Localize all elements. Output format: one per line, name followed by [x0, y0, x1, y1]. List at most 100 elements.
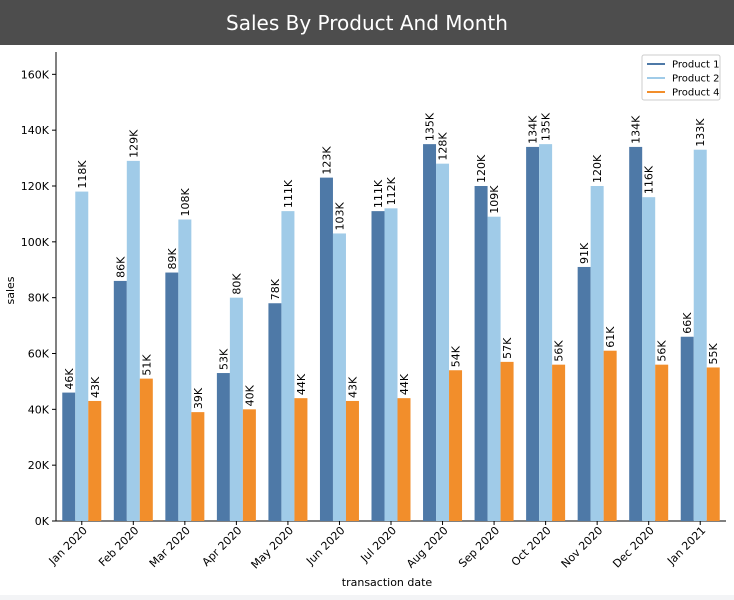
bar-data-label: 118K [76, 160, 89, 189]
bar [603, 350, 617, 521]
legend-box [641, 54, 721, 101]
bar-data-label: 91K [578, 242, 591, 264]
bar-data-label: 43K [89, 376, 102, 398]
bar [500, 361, 514, 521]
bar-data-label: 135K [540, 112, 553, 141]
bar-data-label: 123K [320, 146, 333, 175]
y-tick-label: 160K [21, 68, 50, 81]
x-tick-label: Jul 2020 [358, 524, 400, 566]
y-tick-label: 140K [21, 124, 50, 137]
bar [552, 364, 566, 521]
bar-data-label: 135K [424, 112, 437, 141]
bar-data-label: 134K [527, 115, 540, 144]
bar [526, 146, 540, 521]
y-tick-label: 60K [28, 348, 50, 361]
y-tick-label: 40K [28, 403, 50, 416]
bar [577, 266, 591, 521]
plot-area: 0K 20K 40K 60K 80K 100K 120K 140K 160K 46K 118K 43K… [0, 45, 734, 595]
x-tick-label: Aug 2020 [404, 524, 451, 571]
bar [242, 409, 256, 521]
legend-label: Product 2 [672, 74, 720, 85]
y-tick-label: 0K [35, 515, 50, 528]
y-tick-label: 80K [28, 292, 50, 305]
bar-data-label: 55K [707, 342, 720, 364]
bar-data-label: 44K [295, 373, 308, 395]
bar [62, 392, 76, 521]
bar-data-label: 66K [681, 312, 694, 334]
bar [629, 146, 643, 521]
x-tick-label: Jan 2020 [46, 524, 90, 568]
bar [319, 177, 333, 521]
x-tick-label: Jun 2020 [303, 524, 347, 568]
bar [294, 398, 308, 521]
bar-data-label: 61K [604, 326, 617, 348]
bar [332, 233, 346, 522]
bar-data-label: 78K [269, 278, 282, 300]
bar [191, 412, 205, 521]
bar [474, 186, 488, 521]
bar [88, 400, 102, 521]
y-tick-label: 100K [21, 236, 50, 249]
bar [126, 160, 140, 521]
bar [706, 367, 720, 521]
bar [75, 191, 89, 522]
bar-data-label: 80K [230, 273, 243, 295]
bar-data-label: 134K [630, 115, 643, 144]
x-tick-label: Nov 2020 [559, 524, 606, 571]
bar [345, 400, 359, 521]
legend-label: Product 1 [672, 60, 720, 71]
bar [693, 149, 707, 521]
bar-chart: 0K 20K 40K 60K 80K 100K 120K 140K 160K 46K 118K 43K… [4, 52, 726, 589]
bar [229, 297, 243, 521]
x-tick-label: Feb 2020 [96, 524, 141, 569]
bar [436, 163, 450, 521]
x-tick-label: Oct 2020 [509, 524, 554, 569]
x-tick-label: Jan 2021 [664, 524, 708, 568]
x-tick-label: Dec 2020 [610, 524, 657, 571]
bar [165, 272, 179, 521]
bar [178, 219, 192, 521]
bar-data-label: 54K [450, 345, 463, 367]
x-tick-label: Mar 2020 [147, 524, 193, 570]
bar [371, 211, 385, 521]
bar [423, 144, 437, 521]
bar-data-label: 111K [372, 179, 385, 208]
bar [449, 370, 463, 521]
bar-data-label: 46K [63, 368, 76, 390]
x-tick-label: Sep 2020 [456, 524, 502, 570]
y-tick-label: 120K [21, 180, 50, 193]
bar [642, 197, 656, 521]
bar-data-label: 133K [694, 118, 707, 147]
bar [590, 186, 604, 521]
bar [281, 211, 295, 521]
y-tick-label: 20K [28, 459, 50, 472]
bar [680, 336, 694, 521]
bar-data-label: 53K [217, 348, 230, 370]
y-axis-title: sales [4, 276, 17, 304]
bar-data-label: 116K [643, 165, 656, 194]
bar-data-label: 44K [398, 373, 411, 395]
bar [216, 373, 230, 521]
bar [384, 208, 398, 522]
bar-data-label: 109K [488, 185, 501, 214]
x-tick-label: Apr 2020 [200, 524, 245, 569]
bar-data-label: 51K [140, 354, 153, 376]
x-tick-label: May 2020 [249, 524, 297, 572]
chart-title: Sales By Product And Month [0, 0, 734, 45]
bar-data-label: 43K [346, 376, 359, 398]
bar [139, 378, 153, 521]
bar-data-label: 86K [114, 256, 127, 278]
bar-data-label: 112K [385, 176, 398, 205]
bar-data-label: 120K [475, 154, 488, 183]
bar-data-label: 128K [437, 132, 450, 161]
bar [487, 216, 501, 522]
bar-data-label: 108K [179, 188, 192, 217]
bar [397, 398, 411, 521]
bar-data-label: 120K [591, 154, 604, 183]
bar-data-label: 111K [282, 179, 295, 208]
bar-data-label: 57K [501, 337, 514, 359]
bar [539, 144, 553, 521]
bar [268, 303, 282, 521]
bar-data-label: 39K [192, 387, 205, 409]
bar-data-label: 40K [243, 384, 256, 406]
